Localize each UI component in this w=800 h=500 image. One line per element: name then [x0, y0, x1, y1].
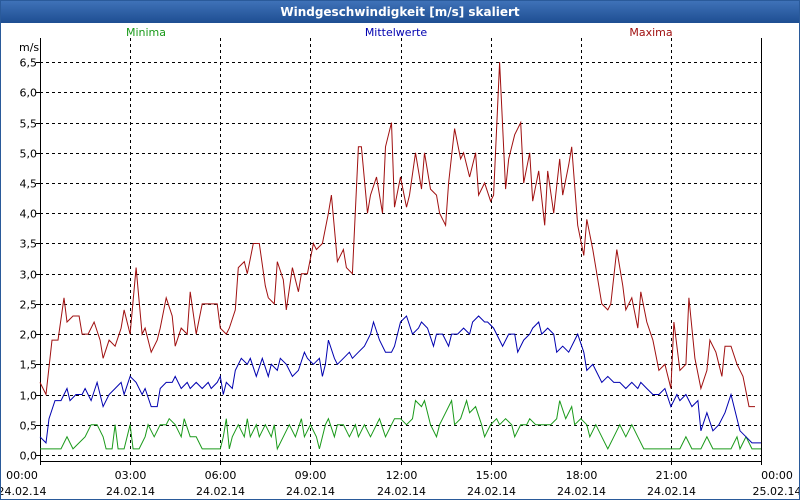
x-tick-date: 24.02.14 — [196, 485, 245, 498]
legend-mittelwerte: Mittelwerte — [365, 26, 428, 39]
x-tick-date: 24.02.14 — [1, 485, 46, 498]
series-lines — [39, 62, 761, 451]
y-tick-label: 3,0 — [20, 269, 38, 282]
window-title: Windgeschwindigkeit [m/s] skaliert — [1, 1, 799, 23]
x-tick-date: 25.02.14 — [753, 485, 799, 498]
y-tick-label: 6,5 — [20, 57, 38, 70]
y-tick-label: 5,5 — [20, 118, 38, 131]
y-tick-label: 4,5 — [20, 178, 38, 191]
legend: Minima Mittelwerte Maxima — [126, 26, 673, 39]
x-tick-date: 24.02.14 — [647, 485, 696, 498]
y-tick-label: 2,0 — [20, 329, 38, 342]
x-tick-time: 09:00 — [295, 469, 327, 482]
x-tick-date: 24.02.14 — [467, 485, 516, 498]
x-tick-date: 24.02.14 — [557, 485, 606, 498]
x-tick-time: 03:00 — [115, 469, 147, 482]
legend-maxima: Maxima — [629, 26, 672, 39]
y-axis-label: m/s — [19, 41, 39, 54]
tick-labels: 0,0 0,5 1,0 1,5 2,0 2,5 3,0 3,5 4,0 4,5 5,0 5,5 6,0 6… — [1, 57, 799, 499]
y-tick-label: 0,5 — [20, 420, 38, 433]
legend-minima: Minima — [126, 26, 166, 39]
series-mittelwerte-line — [39, 315, 761, 444]
x-tick-time: 12:00 — [386, 469, 418, 482]
x-tick-date: 24.02.14 — [286, 485, 335, 498]
x-tick-date: 24.02.14 — [106, 485, 155, 498]
y-tick-label: 4,0 — [20, 208, 38, 221]
y-tick-label: 1,0 — [20, 390, 38, 403]
y-tick-label: 3,5 — [20, 238, 38, 251]
x-tick-date: 24.02.14 — [377, 485, 426, 498]
y-tick-label: 0,0 — [20, 450, 38, 463]
y-tick-label: 1,5 — [20, 359, 38, 372]
y-tick-label: 6,0 — [20, 87, 38, 100]
grid-lines — [40, 38, 761, 461]
y-tick-label: 2,5 — [20, 299, 38, 312]
x-tick-time: 18:00 — [566, 469, 598, 482]
x-tick-time: 06:00 — [205, 469, 237, 482]
x-tick-time: 00:00 — [761, 469, 793, 482]
series-minima-line — [40, 398, 761, 451]
x-tick-time: 21:00 — [656, 469, 688, 482]
series-maxima-line — [39, 62, 755, 408]
axes — [36, 38, 762, 465]
x-tick-time: 00:00 — [6, 469, 38, 482]
y-tick-label: 5,0 — [20, 148, 38, 161]
x-tick-time: 15:00 — [476, 469, 508, 482]
